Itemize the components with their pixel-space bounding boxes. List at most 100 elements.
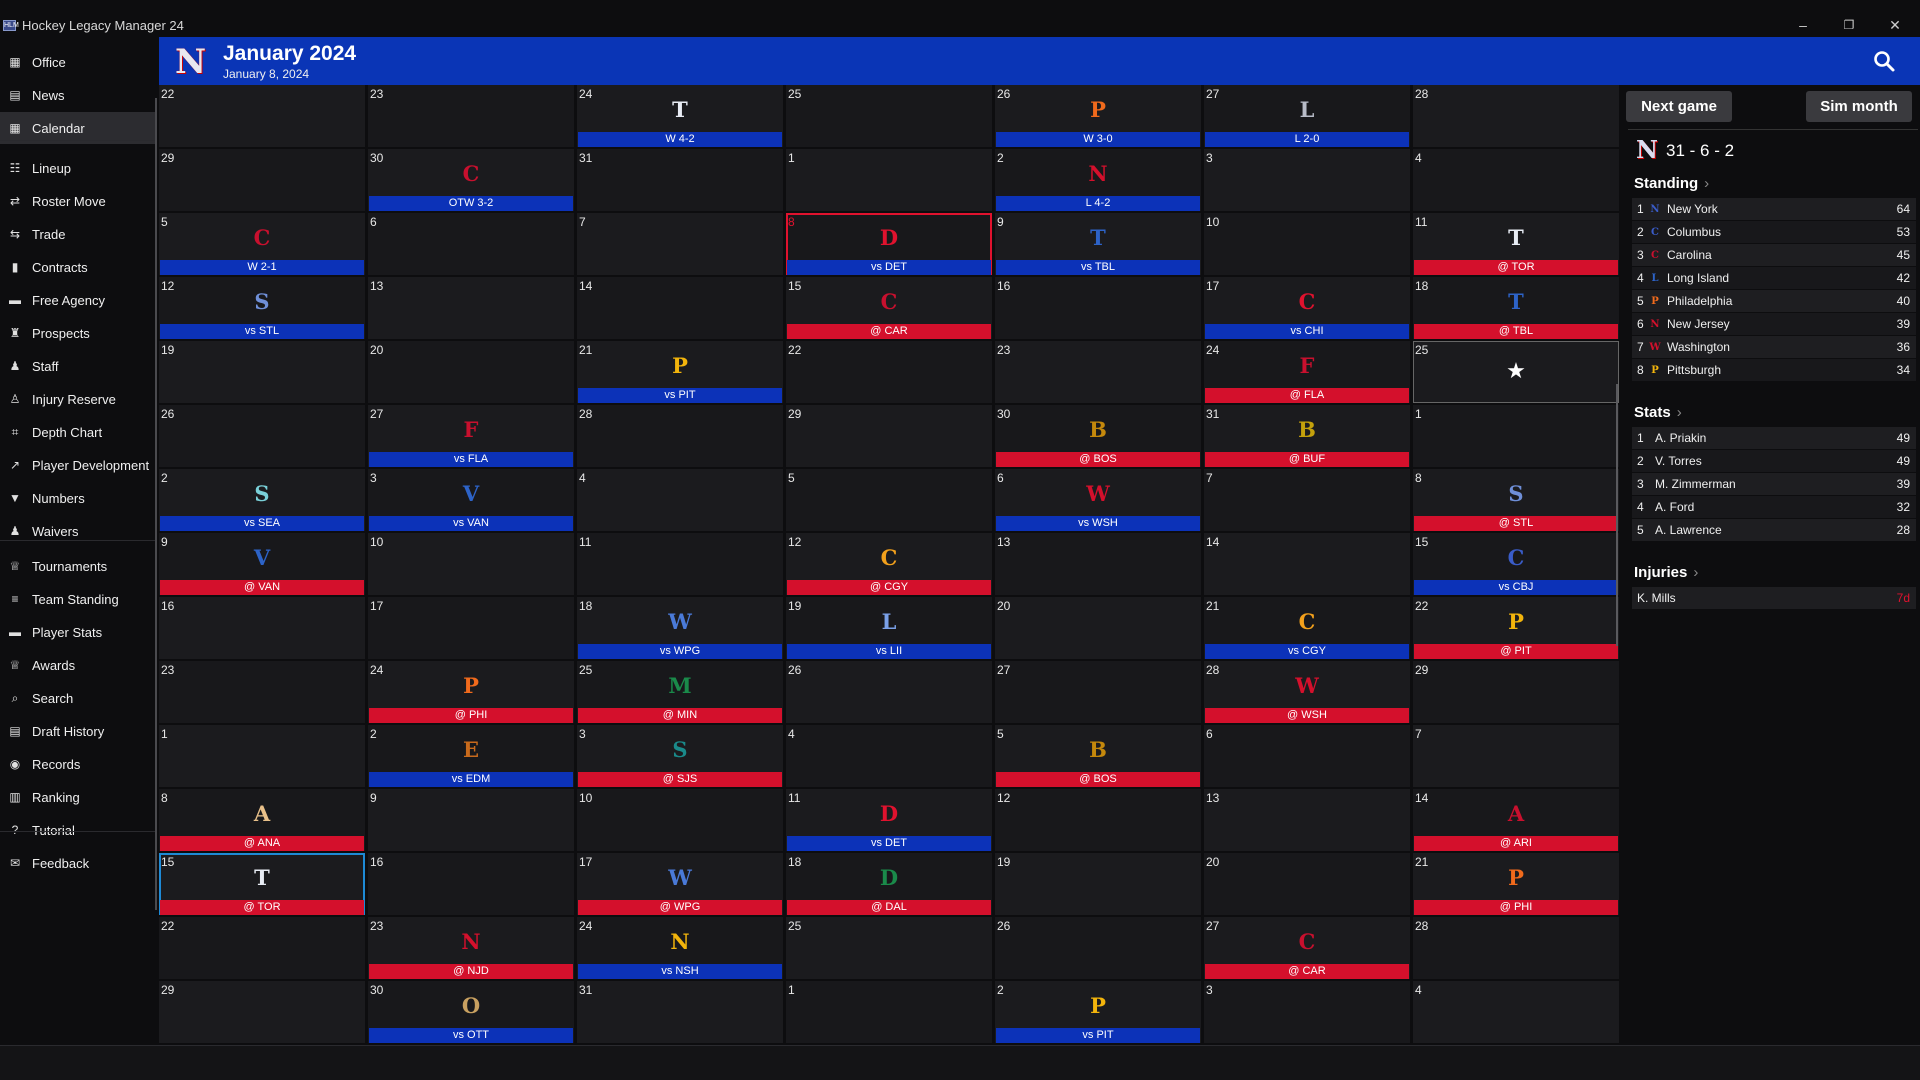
calendar-day[interactable]: 11 T @ TOR <box>1413 213 1619 275</box>
calendar-day[interactable]: 1 <box>786 981 992 1043</box>
sidebar-item-staff[interactable]: ♟ Staff <box>0 350 155 382</box>
standing-row[interactable]: 7 W Washington 36 <box>1632 336 1916 358</box>
calendar-day[interactable]: 26 <box>995 917 1201 979</box>
calendar-day[interactable]: 30 B @ BOS <box>995 405 1201 467</box>
calendar-day[interactable]: 11 <box>577 533 783 595</box>
calendar-day[interactable]: 5 <box>786 469 992 531</box>
sidebar-item-office[interactable]: ▦ Office <box>0 46 155 78</box>
calendar-day[interactable]: 7 <box>1204 469 1410 531</box>
sidebar-item-injury-reserve[interactable]: ♙ Injury Reserve <box>0 383 155 415</box>
calendar-day[interactable]: 5 C W 2-1 <box>159 213 365 275</box>
calendar-day[interactable]: 3 <box>1204 149 1410 211</box>
sidebar-item-team-standing[interactable]: ≡ Team Standing <box>0 583 155 615</box>
sidebar-item-awards[interactable]: ♕ Awards <box>0 649 155 681</box>
calendar-day[interactable]: 21 P @ PHI <box>1413 853 1619 915</box>
calendar-day[interactable]: 29 <box>159 149 365 211</box>
sidebar-item-tournaments[interactable]: ♕ Tournaments <box>0 550 155 582</box>
calendar-day[interactable]: 28 <box>1413 85 1619 147</box>
standing-section-link[interactable]: Standing › <box>1634 175 1709 192</box>
calendar-day[interactable]: 2 N L 4-2 <box>995 149 1201 211</box>
sidebar-item-calendar[interactable]: ▦ Calendar <box>0 112 155 144</box>
calendar-day[interactable]: 1 <box>159 725 365 787</box>
calendar-day[interactable]: 20 <box>368 341 574 403</box>
calendar-day[interactable]: 14 A @ ARI <box>1413 789 1619 851</box>
standing-row[interactable]: 6 N New Jersey 39 <box>1632 313 1916 335</box>
calendar-day[interactable]: 27 <box>995 661 1201 723</box>
calendar-day[interactable]: 18 D @ DAL <box>786 853 992 915</box>
calendar-day[interactable]: 6 <box>368 213 574 275</box>
sidebar-item-ranking[interactable]: ▥ Ranking <box>0 781 155 813</box>
calendar-day[interactable]: 27 C @ CAR <box>1204 917 1410 979</box>
calendar-day[interactable]: 9 <box>368 789 574 851</box>
stats-row[interactable]: 3 M. Zimmerman 39 <box>1632 473 1916 495</box>
calendar-day[interactable]: 16 <box>995 277 1201 339</box>
calendar-day[interactable]: 26 <box>786 661 992 723</box>
calendar-day[interactable]: 17 <box>368 597 574 659</box>
sidebar-item-news[interactable]: ▤ News <box>0 79 155 111</box>
calendar-day[interactable]: 7 <box>577 213 783 275</box>
calendar-day[interactable]: 12 C @ CGY <box>786 533 992 595</box>
standing-row[interactable]: 1 N New York 64 <box>1632 198 1916 220</box>
stats-row[interactable]: 1 A. Priakin 49 <box>1632 427 1916 449</box>
calendar-day[interactable]: 10 <box>368 533 574 595</box>
calendar-day[interactable]: 28 W @ WSH <box>1204 661 1410 723</box>
calendar-day[interactable]: 29 <box>159 981 365 1043</box>
calendar-day[interactable]: 25 ★ <box>1413 341 1619 403</box>
sidebar-item-search[interactable]: ⌕ Search <box>0 682 155 714</box>
calendar-day[interactable]: 23 N @ NJD <box>368 917 574 979</box>
sidebar-item-player-development[interactable]: ↗ Player Development <box>0 449 155 481</box>
calendar-day[interactable]: 18 T @ TBL <box>1413 277 1619 339</box>
calendar-day[interactable]: 27 L L 2-0 <box>1204 85 1410 147</box>
calendar-day[interactable]: 15 T @ TOR <box>159 853 365 915</box>
calendar-day[interactable]: 28 <box>1413 917 1619 979</box>
calendar-day[interactable]: 12 <box>995 789 1201 851</box>
sidebar-scrollbar[interactable] <box>155 98 157 910</box>
calendar-day[interactable]: 4 <box>786 725 992 787</box>
standing-row[interactable]: 8 P Pittsburgh 34 <box>1632 359 1916 381</box>
calendar-day[interactable]: 9 V @ VAN <box>159 533 365 595</box>
calendar-day[interactable]: 24 P @ PHI <box>368 661 574 723</box>
stats-row[interactable]: 2 V. Torres 49 <box>1632 450 1916 472</box>
standing-row[interactable]: 5 P Philadelphia 40 <box>1632 290 1916 312</box>
calendar-day[interactable]: 14 <box>577 277 783 339</box>
standing-row[interactable]: 3 C Carolina 45 <box>1632 244 1916 266</box>
sidebar-item-prospects[interactable]: ♜ Prospects <box>0 317 155 349</box>
calendar-day[interactable]: 22 P @ PIT <box>1413 597 1619 659</box>
calendar-day[interactable]: 31 B @ BUF <box>1204 405 1410 467</box>
calendar-day[interactable]: 4 <box>1413 149 1619 211</box>
calendar-day[interactable]: 17 W @ WPG <box>577 853 783 915</box>
calendar-day[interactable]: 20 <box>1204 853 1410 915</box>
sidebar-item-depth-chart[interactable]: ⌗ Depth Chart <box>0 416 155 448</box>
calendar-day[interactable]: 31 <box>577 149 783 211</box>
sidebar-item-lineup[interactable]: ☷ Lineup <box>0 152 155 184</box>
calendar-day[interactable]: 1 <box>786 149 992 211</box>
calendar-day[interactable]: 16 <box>368 853 574 915</box>
calendar-day[interactable]: 29 <box>786 405 992 467</box>
calendar-day[interactable]: 26 P W 3-0 <box>995 85 1201 147</box>
next-game-button[interactable]: Next game <box>1626 91 1732 122</box>
calendar-day[interactable]: 13 <box>995 533 1201 595</box>
calendar-day[interactable]: 4 <box>1413 981 1619 1043</box>
calendar-day[interactable]: 13 <box>1204 789 1410 851</box>
sidebar-item-player-stats[interactable]: ▬ Player Stats <box>0 616 155 648</box>
calendar-day[interactable]: 4 <box>577 469 783 531</box>
calendar-day[interactable]: 30 C OTW 3-2 <box>368 149 574 211</box>
sidebar-item-numbers[interactable]: ▼ Numbers <box>0 482 155 514</box>
sidebar-item-feedback[interactable]: ✉ Feedback <box>0 847 155 879</box>
calendar-day[interactable]: 15 C @ CAR <box>786 277 992 339</box>
calendar-scrollbar[interactable] <box>1616 384 1618 646</box>
sim-month-button[interactable]: Sim month <box>1806 91 1912 122</box>
